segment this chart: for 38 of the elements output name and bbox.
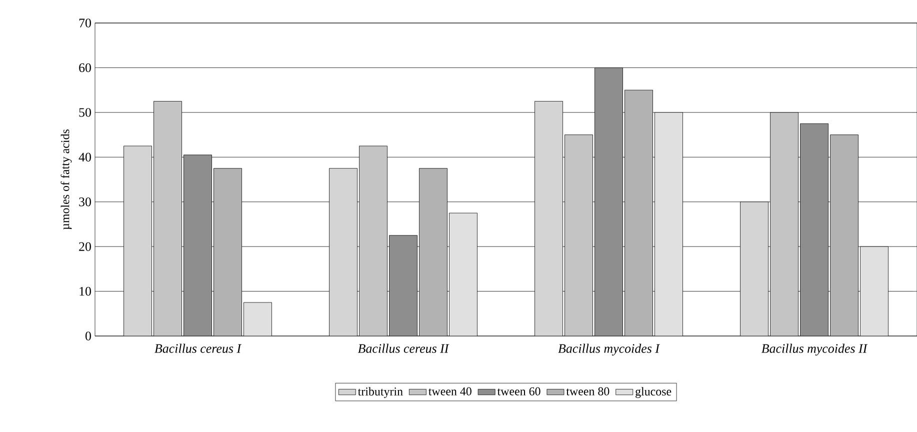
y-axis-title: µmoles of fatty acids [60, 130, 72, 230]
bar [860, 246, 888, 336]
y-tick-label: 40 [78, 152, 91, 162]
legend-label: tween 80 [566, 387, 610, 396]
legend-label: tween 60 [497, 387, 540, 396]
bar [740, 202, 768, 336]
legend-label: tween 40 [428, 387, 472, 396]
bar [184, 154, 212, 336]
y-tick-label: 50 [79, 108, 91, 117]
y-tick-label: 30 [79, 197, 91, 206]
x-tick-label: Bacillus mycoides II [762, 344, 868, 356]
bar [359, 146, 388, 336]
y-tick-label: 0 [86, 332, 91, 340]
bar [830, 134, 858, 336]
bar [449, 212, 478, 336]
bar [534, 101, 563, 336]
bar [244, 302, 272, 336]
bar [154, 101, 182, 336]
x-tick-label: Bacillus cereus I [154, 344, 242, 353]
y-tick-label: 10 [80, 286, 91, 296]
bar [594, 68, 623, 336]
legend-label: tributyrin [358, 387, 403, 398]
bar [770, 112, 798, 336]
y-tick-label: 70 [79, 18, 91, 28]
bar [654, 112, 683, 336]
y-tick-label: 20 [79, 242, 91, 251]
bar [624, 90, 653, 336]
x-tick-label: Bacillus mycoides I [558, 344, 660, 356]
bar [389, 235, 418, 336]
bar [329, 168, 358, 336]
bar [214, 168, 242, 336]
y-tick-label: 60 [79, 63, 91, 72]
bar [800, 123, 828, 336]
legend-label: glucose [636, 387, 672, 398]
bar [124, 146, 152, 336]
x-tick-label: Bacillus cereus II [358, 344, 450, 353]
bar [564, 134, 593, 336]
bar [419, 168, 448, 336]
